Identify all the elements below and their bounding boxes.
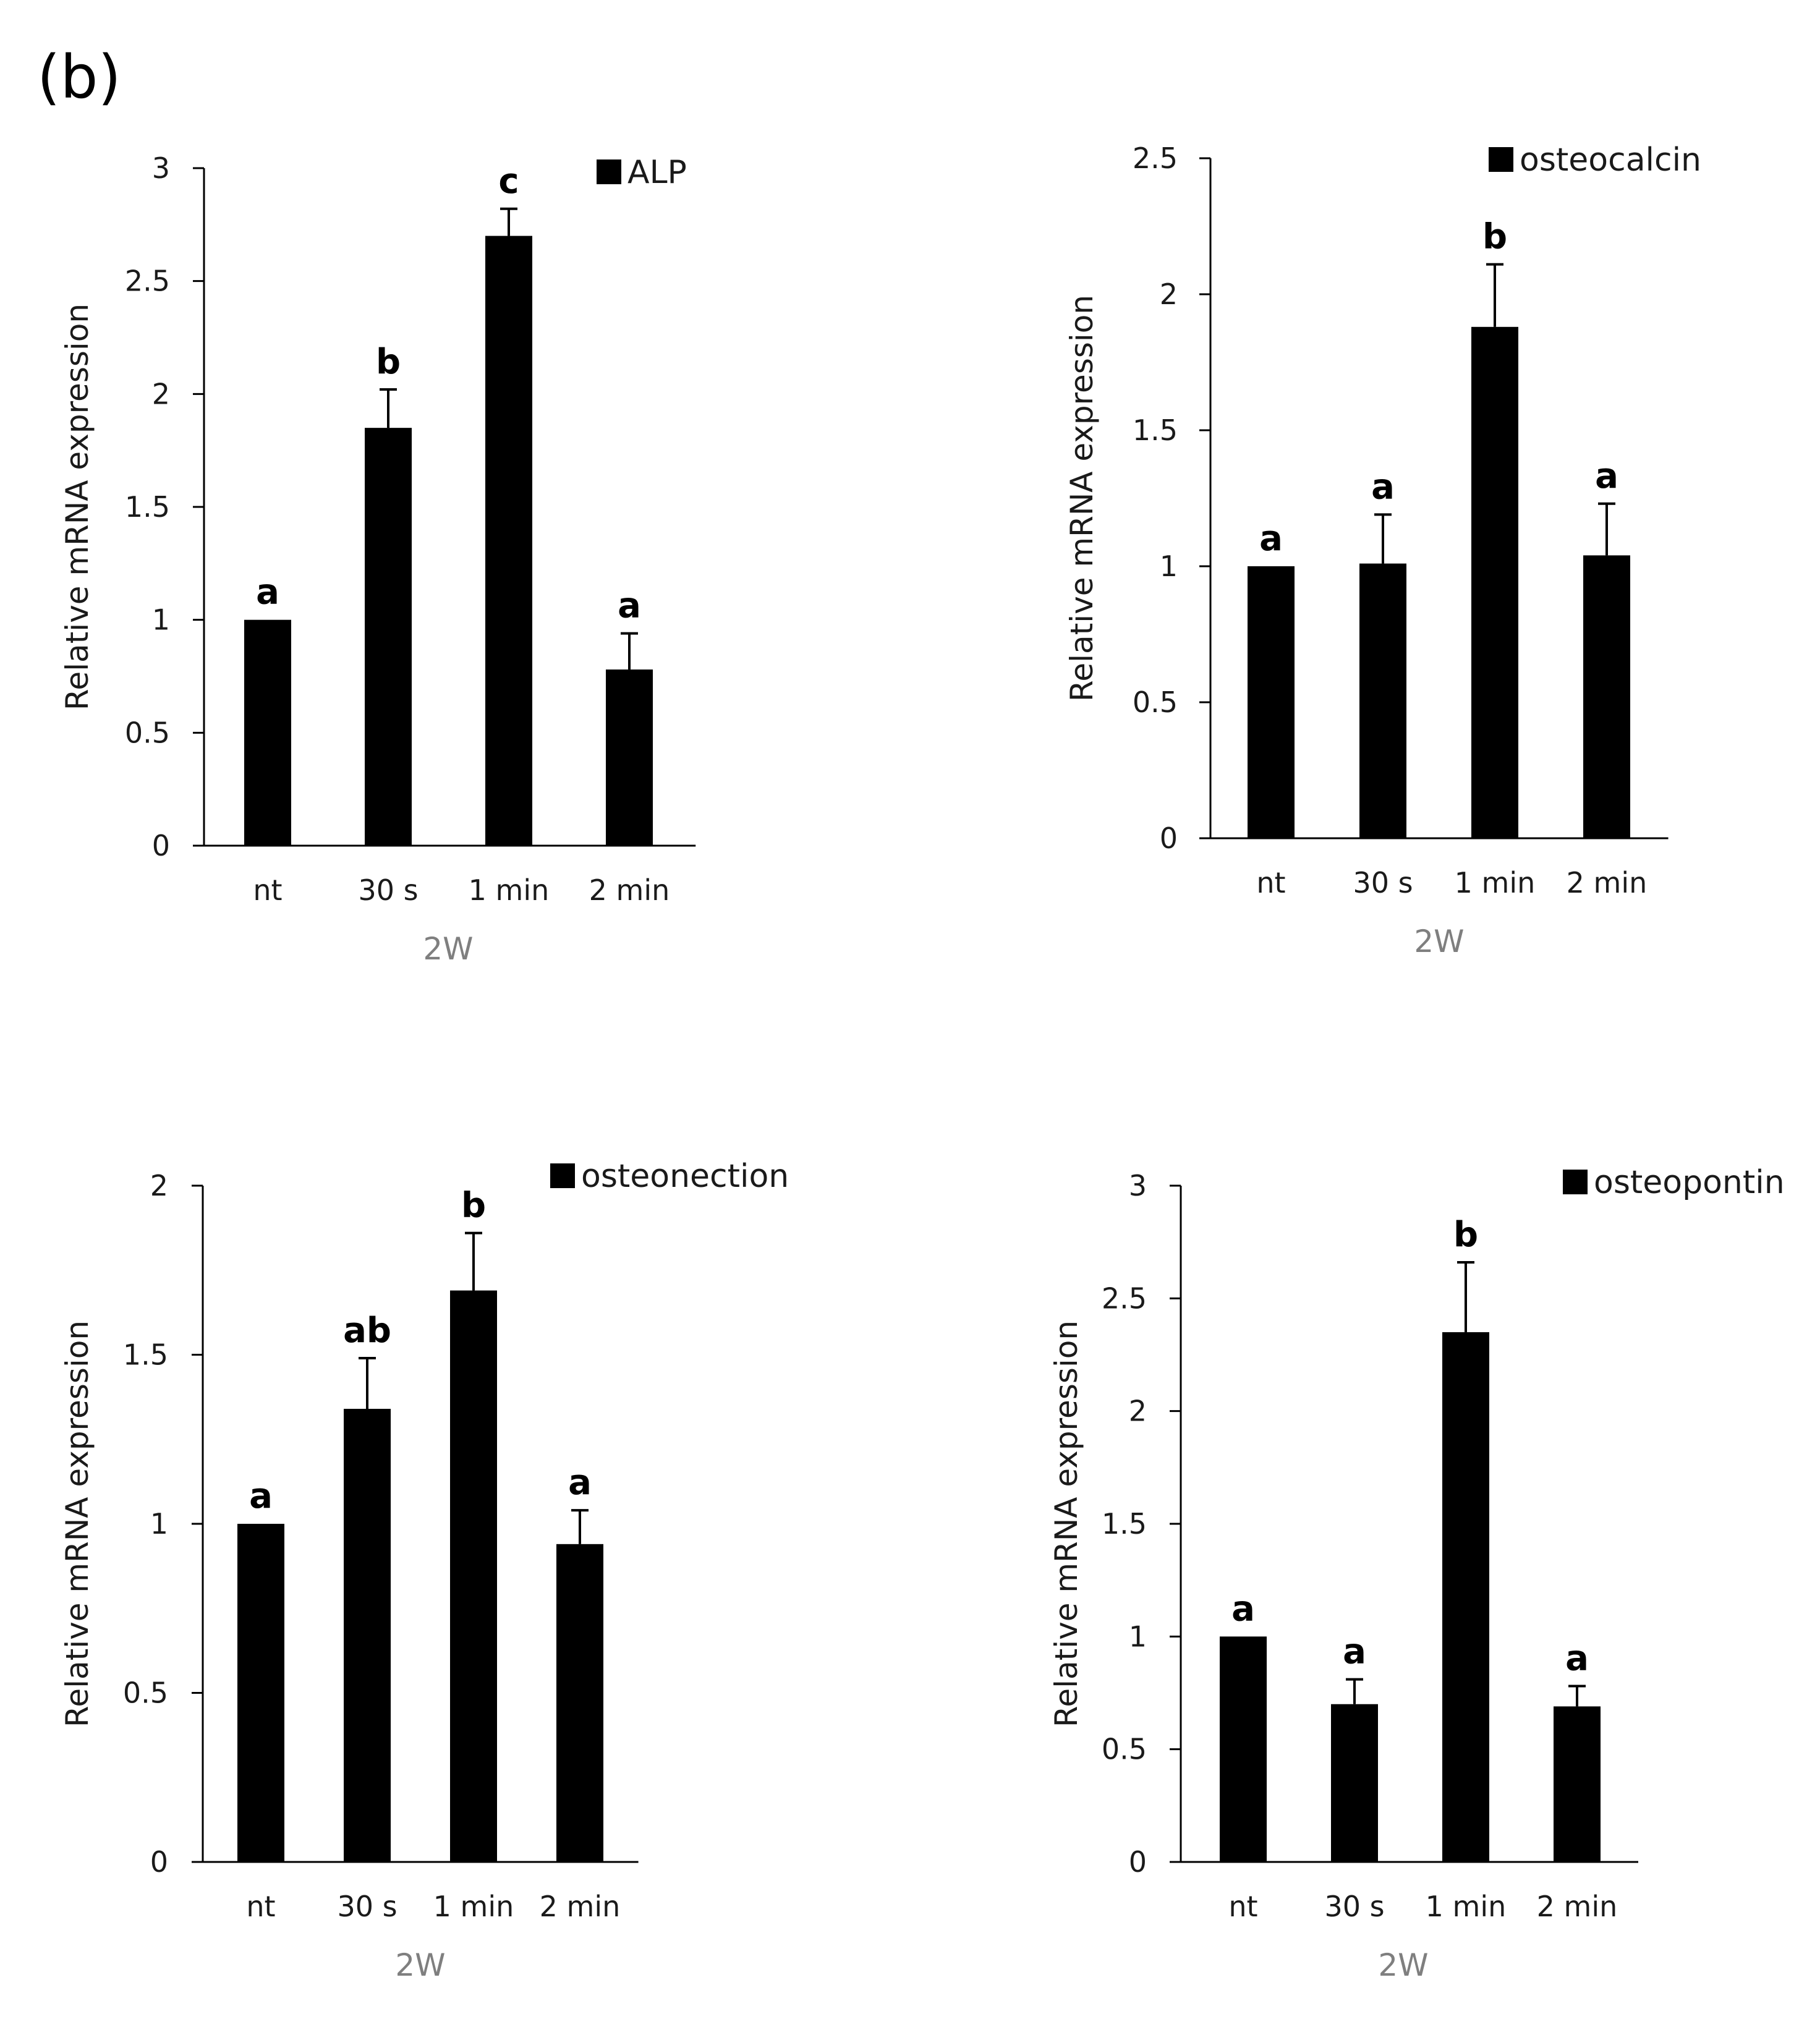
y-tick-label: 0.5 [1133, 686, 1178, 719]
x-tick-label: nt [246, 1890, 275, 1923]
significance-label: b [1482, 217, 1507, 257]
bar [237, 1524, 284, 1862]
x-tick-label: 30 s [1353, 866, 1413, 899]
x-tick-label: nt [1228, 1890, 1257, 1923]
bar [1442, 1332, 1489, 1862]
legend-label: osteopontin [1594, 1164, 1785, 1201]
y-tick-label: 2.5 [1133, 142, 1178, 175]
bar [450, 1290, 497, 1862]
bar [1554, 1706, 1601, 1862]
legend-swatch [550, 1163, 575, 1188]
bar [556, 1544, 603, 1862]
significance-label: a [1259, 519, 1283, 559]
y-tick-label: 2 [1129, 1395, 1147, 1428]
y-tick-label: 0.5 [1102, 1733, 1147, 1766]
y-axis-title: Relative mRNA expression [59, 304, 95, 710]
significance-label: a [256, 572, 279, 613]
legend-label: osteocalcin [1520, 142, 1701, 179]
y-tick-label: 0 [150, 1845, 168, 1879]
x-tick-label: 2 min [589, 873, 670, 907]
x-tick-label: 1 min [433, 1890, 514, 1923]
y-tick-label: 0.5 [123, 1676, 168, 1710]
significance-label: b [1453, 1215, 1478, 1255]
chart-osteocalcin: 0 0.5 1 1.5 2 2.5 a nt a 30 s b 1 min a 2 min 2W Relati… [1064, 142, 1701, 959]
panel-label: (b) [37, 43, 121, 112]
y-tick-label: 1.5 [1133, 414, 1178, 447]
y-tick-label: 2.5 [125, 265, 170, 298]
x-tick-label: 30 s [1324, 1890, 1384, 1923]
bar [1359, 563, 1406, 838]
x-tick-label: 1 min [469, 873, 550, 907]
y-tick-label: 0 [152, 829, 170, 862]
y-tick-label: 1 [1160, 550, 1178, 583]
y-tick-label: 3 [152, 151, 170, 185]
significance-label: a [618, 586, 641, 626]
bar [1248, 566, 1295, 838]
x-axis-title: 2W [395, 1947, 445, 1983]
bar [344, 1409, 391, 1862]
bar [485, 236, 532, 846]
y-tick-label: 0.5 [125, 716, 170, 749]
significance-label: b [376, 342, 401, 382]
x-axis-title: 2W [423, 931, 473, 967]
bar [1583, 555, 1630, 838]
bar [1471, 326, 1518, 838]
x-axis-title: 2W [1414, 924, 1464, 959]
y-tick-label: 3 [1129, 1169, 1147, 1202]
legend-swatch [1489, 147, 1513, 172]
x-tick-label: 30 s [337, 1890, 397, 1923]
significance-label: ab [343, 1311, 391, 1351]
x-tick-label: 2 min [540, 1890, 621, 1923]
legend-swatch [597, 159, 621, 184]
x-tick-label: nt [1256, 866, 1285, 899]
bar [1220, 1636, 1267, 1862]
y-tick-label: 2 [152, 377, 170, 410]
significance-label: a [1371, 467, 1395, 507]
legend-label: ALP [627, 154, 687, 191]
x-tick-label: 1 min [1426, 1890, 1507, 1923]
y-tick-label: 1 [152, 603, 170, 637]
significance-label: c [498, 161, 519, 202]
significance-label: b [461, 1186, 486, 1226]
chart-osteonection: 0 0.5 1 1.5 2 a nt ab 30 s b 1 min a 2 min 2W Relative… [59, 1158, 789, 1983]
y-tick-label: 2.5 [1102, 1281, 1147, 1315]
significance-label: a [1595, 456, 1618, 496]
y-tick-label: 0 [1129, 1845, 1147, 1879]
y-tick-label: 1.5 [125, 490, 170, 524]
significance-label: a [249, 1476, 273, 1516]
x-tick-label: 1 min [1455, 866, 1536, 899]
chart-alp: 0 0.5 1 1.5 2 2.5 3 a nt b 30 s c 1 min a 2 min 2W Relat… [59, 151, 696, 967]
y-axis-title: Relative mRNA expression [1048, 1320, 1084, 1727]
chart-osteopontin: 0 0.5 1 1.5 2 2.5 3 a nt a 30 s b 1 min a 2 min 2W Relat… [1048, 1164, 1785, 1983]
y-tick-label: 2 [1160, 278, 1178, 311]
x-tick-label: 2 min [1537, 1890, 1618, 1923]
x-axis-title: 2W [1378, 1947, 1428, 1983]
y-tick-label: 2 [150, 1169, 168, 1202]
y-tick-label: 1.5 [1102, 1507, 1147, 1540]
x-tick-label: 30 s [358, 873, 418, 907]
bar [606, 669, 653, 846]
y-axis-title: Relative mRNA expression [59, 1320, 95, 1727]
bar [365, 428, 412, 846]
y-tick-label: 1 [150, 1507, 168, 1540]
y-tick-label: 1.5 [123, 1338, 168, 1372]
x-tick-label: 2 min [1567, 866, 1648, 899]
significance-label: a [1565, 1639, 1589, 1679]
legend-label: osteonection [581, 1158, 789, 1195]
significance-label: a [1343, 1632, 1366, 1672]
significance-label: a [1231, 1589, 1255, 1629]
y-tick-label: 0 [1160, 822, 1178, 855]
bar [1331, 1704, 1378, 1862]
y-tick-label: 1 [1129, 1620, 1147, 1653]
bar [244, 619, 291, 846]
legend-swatch [1563, 1170, 1588, 1194]
significance-label: a [568, 1463, 592, 1503]
x-tick-label: nt [253, 873, 282, 907]
y-axis-title: Relative mRNA expression [1064, 295, 1100, 702]
